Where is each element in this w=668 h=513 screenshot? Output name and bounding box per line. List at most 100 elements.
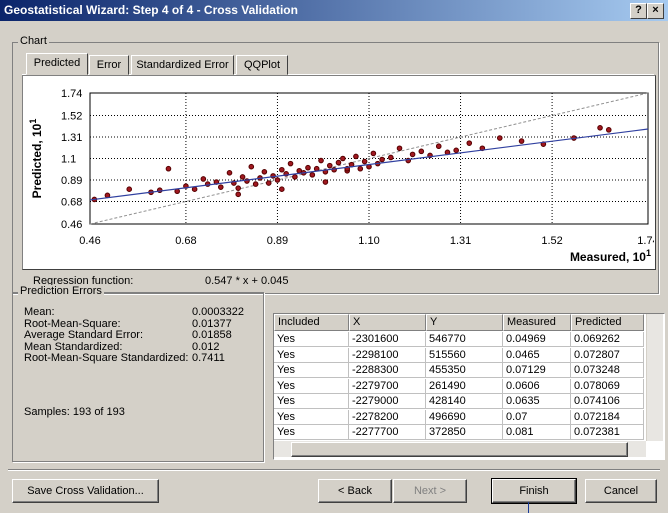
data-point (165, 165, 172, 172)
column-header: X (349, 314, 426, 331)
table-cell: -2279000 (349, 394, 426, 409)
data-point (292, 174, 298, 180)
data-point (191, 186, 198, 193)
tab[interactable]: QQPlot (236, 55, 288, 75)
tab[interactable]: Predicted (26, 53, 88, 75)
x-tick-label: 1.52 (541, 235, 562, 247)
y-tick-label: 1.31 (61, 132, 82, 144)
regression-label: Regression function: (33, 275, 134, 287)
scroll-thumb (291, 442, 628, 457)
table-cell: 0.081 (503, 425, 571, 440)
table-cell: Yes (274, 332, 349, 347)
x-tick-label: 0.89 (267, 235, 288, 247)
plot-area (89, 92, 649, 225)
y-tick-label: 0.68 (61, 196, 82, 208)
table-cell: Yes (274, 394, 349, 409)
reference-line (89, 92, 649, 225)
window-title: Geostatistical Wizard: Step 4 of 4 - Cro… (4, 3, 298, 17)
y-tick-label: 1.52 (61, 111, 82, 123)
data-point (387, 154, 394, 161)
x-tick-label: 0.68 (175, 235, 196, 247)
title-bar: Geostatistical Wizard: Step 4 of 4 - Cro… (0, 0, 668, 21)
errors-group (12, 292, 264, 462)
data-point (435, 143, 442, 150)
table-cell: 0.072381 (571, 425, 644, 440)
stat-value: 0.7411 (192, 352, 225, 364)
axis-label-part: 1 (646, 248, 651, 258)
chart: 0.46 0.68 0.89 1.1 1.31 1.52 1.74 0.46 0.68 0.89 1… (28, 88, 654, 264)
table-cell: 0.078069 (571, 378, 644, 394)
data-point (274, 177, 281, 183)
data-point (305, 164, 311, 171)
data-table[interactable]: Included X Y Measured Predicted Yes -2301600 54… (273, 313, 665, 460)
column-header: Measured (503, 314, 571, 331)
table-cell: 0.069262 (571, 332, 644, 347)
table-cell: 546770 (426, 332, 503, 347)
table-cell: -2301600 (349, 332, 426, 347)
close-button[interactable]: × (647, 3, 664, 19)
v-scrollbar (646, 314, 663, 441)
data-point (279, 186, 285, 193)
table-cell: 0.04969 (503, 332, 571, 347)
table-cell: 261490 (426, 378, 503, 394)
data-point (597, 124, 603, 131)
save-button[interactable]: Save Cross Validation... (12, 479, 159, 503)
data-point (287, 160, 294, 167)
data-point (261, 169, 268, 175)
stat-label: Mean: (24, 306, 55, 318)
cancel-button[interactable]: Cancel (585, 479, 657, 503)
stat-label: Root-Mean-Square: (24, 317, 121, 330)
table-cell: Yes (274, 347, 349, 363)
plot-frame (22, 75, 656, 270)
y-tick-label: 0.89 (61, 175, 82, 187)
data-point (379, 156, 385, 163)
data-point (239, 174, 246, 180)
separator (8, 469, 660, 470)
table-cell: -2298100 (349, 347, 426, 363)
data-point (396, 145, 403, 152)
regression-function: 0.547 * x + 0.045 (205, 275, 289, 287)
table-cell: 428140 (426, 394, 503, 409)
data-point (226, 170, 233, 176)
table-cell: 515560 (426, 347, 503, 363)
data-point (453, 147, 459, 154)
data-point (235, 191, 242, 198)
data-point (353, 153, 359, 160)
table-cell: 0.0606 (503, 378, 571, 394)
table-cell: 455350 (426, 363, 503, 378)
stat-value: 0.0003322 (192, 306, 244, 318)
data-point (217, 184, 224, 190)
stat-label: Mean Standardized: (24, 340, 123, 353)
y-tick-label: 0.46 (61, 219, 82, 231)
table-cell: 0.0635 (503, 394, 571, 409)
help-button[interactable]: ? (630, 3, 647, 19)
column-header: Predicted (571, 314, 644, 331)
x-tick-label: 0.46 (79, 235, 100, 247)
axis-label-part: 1 (28, 119, 38, 124)
y-tick-label: 1.1 (61, 154, 76, 166)
stat-value: 0.012 (192, 340, 220, 353)
data-point (265, 180, 272, 186)
x-axis-label: Measured, 101 (570, 248, 651, 264)
y-axis-label: Predicted, 101 (28, 119, 44, 199)
data-point (322, 179, 329, 185)
tab[interactable]: Standardized Error (131, 55, 234, 75)
table-cell: 0.072807 (571, 347, 644, 363)
table-cell: Yes (274, 378, 349, 394)
table-cell: -2277700 (349, 425, 426, 440)
tab[interactable]: Error (89, 55, 129, 75)
data-point (418, 148, 425, 155)
y-tick-label: 1.74 (61, 88, 82, 100)
data-point (279, 166, 285, 173)
data-point (518, 138, 525, 144)
table-cell: -2288300 (349, 363, 426, 378)
stat-value: 0.01858 (192, 329, 232, 341)
table-cell: 0.07 (503, 409, 571, 425)
axis-label-part: Predicted, 10 (30, 123, 44, 198)
back-button[interactable]: < Back (318, 479, 392, 503)
stat-label: Average Standard Error: (24, 329, 144, 341)
finish-button[interactable]: Finish (491, 478, 577, 504)
table-cell: 0.074106 (571, 394, 644, 409)
data-point (335, 159, 342, 166)
